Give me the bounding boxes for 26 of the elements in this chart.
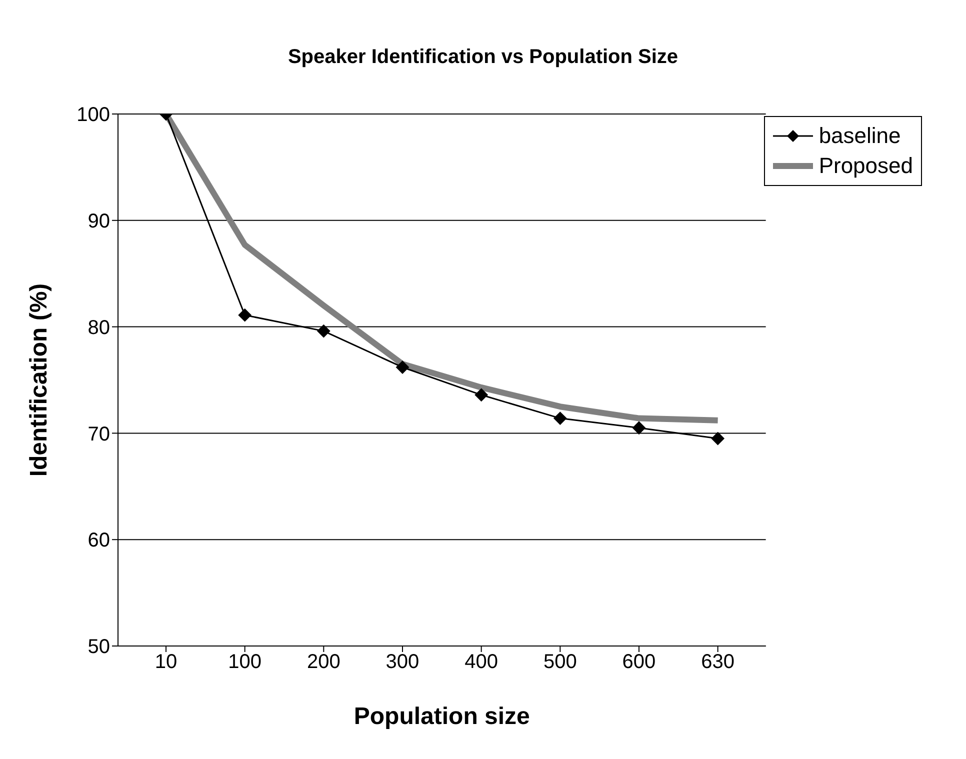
x-tick-label: 600 bbox=[622, 651, 656, 674]
point bbox=[474, 388, 488, 402]
x-axis-title: Population size bbox=[354, 703, 530, 730]
y-tick-label: 90 bbox=[88, 210, 110, 232]
point bbox=[632, 421, 646, 434]
x-tick-label: 200 bbox=[306, 651, 340, 674]
point bbox=[554, 412, 567, 425]
x-tick-label: 300 bbox=[386, 651, 420, 674]
point bbox=[238, 308, 252, 322]
y-tick-label: 70 bbox=[88, 423, 110, 446]
x-tick-label: 400 bbox=[464, 651, 498, 674]
y-tick-label: 100 bbox=[76, 104, 110, 126]
point bbox=[711, 432, 724, 446]
legend-label: Proposed bbox=[818, 152, 913, 180]
legend-label: baseline bbox=[818, 122, 901, 150]
y-axis-title: Identification (%) bbox=[26, 283, 53, 477]
x-tick-label: 500 bbox=[543, 651, 577, 674]
y-tick-label: 60 bbox=[88, 530, 110, 552]
y-tick-label: 80 bbox=[88, 316, 110, 339]
x-tick-label: 630 bbox=[701, 651, 734, 674]
x-tick-label: 100 bbox=[228, 651, 262, 674]
x-tick-label: 10 bbox=[154, 651, 178, 674]
point bbox=[317, 324, 330, 338]
point bbox=[396, 360, 409, 374]
chart-title: Speaker Identification vs Population Size bbox=[286, 45, 680, 70]
y-tick-label: 50 bbox=[88, 636, 110, 658]
